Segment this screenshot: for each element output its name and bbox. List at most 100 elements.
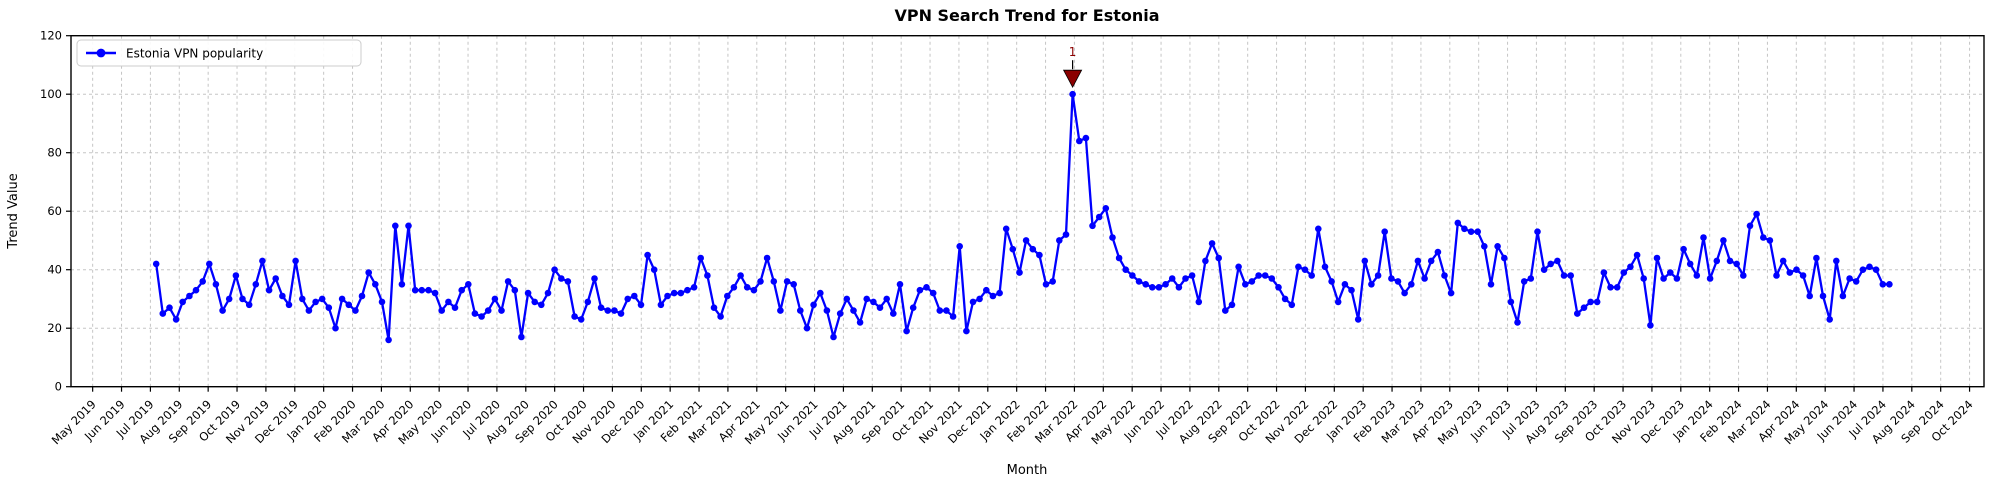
data-point-marker — [471, 310, 479, 317]
data-point-marker — [305, 307, 313, 314]
data-point-marker — [1295, 263, 1302, 271]
data-point-marker — [1341, 281, 1349, 288]
data-point-marker — [265, 286, 273, 294]
data-point-marker — [1109, 234, 1116, 241]
data-point-marker — [1720, 237, 1727, 244]
data-point-marker — [976, 295, 983, 303]
data-point-marker — [1242, 281, 1249, 288]
data-point-marker — [551, 266, 558, 274]
data-point-marker — [445, 298, 452, 306]
data-point-marker — [1076, 137, 1083, 145]
data-point-marker — [1261, 272, 1269, 279]
data-point-marker — [1089, 222, 1096, 230]
data-point-marker — [1195, 298, 1203, 306]
data-point-marker — [166, 304, 173, 312]
data-point-marker — [292, 257, 299, 265]
data-point-marker — [531, 298, 538, 306]
y-tick-label: 60 — [47, 204, 62, 218]
peak-annotation: 1 — [1062, 45, 1083, 89]
data-point-marker — [1560, 272, 1568, 279]
data-point-marker — [199, 278, 206, 285]
data-point-marker — [564, 278, 572, 285]
data-point-marker — [664, 292, 671, 300]
data-point-marker — [239, 295, 246, 303]
data-point-marker — [1593, 298, 1601, 306]
data-point-marker — [1600, 269, 1608, 276]
data-point-marker — [259, 257, 266, 265]
data-point-marker — [650, 266, 658, 274]
data-point-marker — [584, 298, 592, 306]
data-point-marker — [783, 278, 791, 285]
data-point-marker — [345, 301, 353, 309]
data-point-marker — [1872, 266, 1880, 274]
data-point-marker — [1760, 234, 1767, 241]
data-point-marker — [1447, 289, 1455, 297]
data-point-marker — [843, 295, 851, 303]
data-point-marker — [252, 281, 260, 288]
data-point-marker — [1115, 254, 1123, 262]
data-point-marker — [1620, 269, 1628, 276]
data-point-marker — [883, 295, 890, 303]
data-point-marker — [1381, 228, 1388, 235]
data-point-marker — [1693, 272, 1701, 279]
data-point-marker — [644, 251, 651, 259]
data-point-marker — [770, 278, 778, 285]
y-tick-label: 80 — [47, 146, 62, 160]
data-point-marker — [1540, 266, 1548, 274]
data-point-marker — [1627, 263, 1634, 271]
data-point-marker — [1554, 257, 1561, 265]
data-point-marker — [1680, 245, 1687, 253]
data-point-marker — [1833, 257, 1840, 265]
data-point-marker — [1368, 281, 1375, 288]
grid-lines — [71, 35, 1984, 387]
data-point-marker — [1793, 266, 1800, 274]
data-point-marker — [1427, 257, 1435, 265]
data-point-marker — [378, 298, 386, 306]
data-point-marker — [152, 260, 160, 268]
data-point-marker — [411, 286, 419, 294]
data-point-marker — [1328, 278, 1335, 285]
data-point-marker — [1281, 295, 1289, 303]
data-point-marker — [757, 278, 764, 285]
data-point-marker — [1421, 275, 1428, 282]
y-tick-label: 40 — [47, 263, 62, 277]
data-point-marker — [1653, 254, 1661, 262]
data-point-marker — [810, 301, 817, 309]
data-point-marker — [1813, 254, 1820, 262]
data-point-marker — [1501, 254, 1508, 262]
data-point-marker — [777, 307, 784, 314]
data-point-marker — [863, 295, 870, 303]
data-point-marker — [398, 281, 406, 288]
data-point-marker — [1002, 225, 1010, 233]
data-point-marker — [1354, 316, 1362, 323]
data-point-marker — [1248, 278, 1256, 285]
data-point-marker — [325, 304, 333, 312]
data-point-marker — [465, 281, 472, 288]
data-point-marker — [1202, 257, 1209, 265]
data-point-marker — [1062, 231, 1070, 238]
data-point-marker — [737, 272, 744, 279]
data-point-marker — [823, 307, 831, 314]
data-point-marker — [1315, 225, 1322, 233]
data-point-marker — [743, 284, 751, 291]
data-point-marker — [850, 307, 857, 314]
data-point-marker — [896, 281, 904, 288]
data-point-marker — [1886, 281, 1893, 288]
data-point-marker — [1182, 275, 1189, 282]
data-point-marker — [206, 260, 213, 268]
annotation-triangle-marker — [1062, 69, 1083, 89]
data-point-marker — [172, 316, 180, 323]
data-point-marker — [1866, 263, 1873, 271]
plot-border — [70, 35, 1985, 388]
data-point-marker — [498, 307, 505, 314]
data-point-marker — [186, 292, 193, 300]
data-point-marker — [1095, 213, 1103, 221]
data-point-marker — [338, 295, 346, 303]
data-point-marker — [1587, 298, 1594, 306]
data-point-marker — [225, 295, 233, 303]
data-point-marker — [1268, 275, 1276, 282]
data-point-marker — [1819, 292, 1827, 300]
data-point-marker — [1222, 307, 1229, 314]
annotation-label: 1 — [1069, 45, 1077, 59]
data-point-marker — [1474, 228, 1481, 235]
